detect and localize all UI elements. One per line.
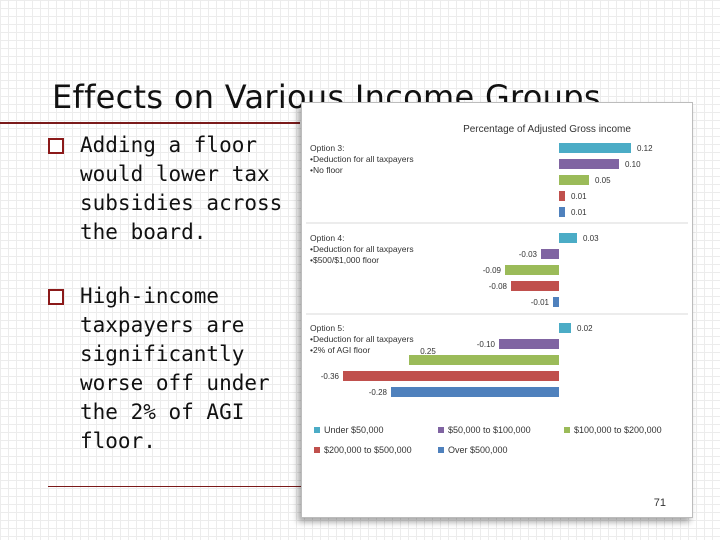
bar-3-1 [559,323,571,333]
legend-label-4: $200,000 to $500,000 [324,445,412,455]
legend-swatch-1 [314,427,320,433]
data-label: -0.08 [489,282,508,291]
group-label-line: •Deduction for all taxpayers [310,244,414,254]
bar-3-5 [391,387,559,397]
bar-1-1 [559,143,631,153]
legend-swatch-2 [438,427,444,433]
bar-3-4 [343,371,559,381]
bar-2-3 [505,265,559,275]
page-number: 71 [653,497,666,509]
data-label: -0.03 [519,250,538,259]
footer-rule [48,486,308,487]
group-label-line: •Deduction for all taxpayers [310,154,414,164]
bar-2-5 [553,297,559,307]
data-label: -0.09 [483,266,502,275]
bar-1-2 [559,159,619,169]
data-label: 0.05 [595,176,611,185]
data-label: 0.01 [571,208,587,217]
group-label-line: Option 4: [310,233,345,243]
bullet-text-1: Adding a floor would lower tax subsidies… [80,133,283,244]
legend-swatch-3 [564,427,570,433]
bar-2-1 [559,233,577,243]
legend-swatch-4 [314,447,320,453]
data-label: 0.25 [420,347,436,356]
data-label: -0.10 [477,340,496,349]
data-label: -0.01 [531,298,550,307]
data-label: 0.02 [577,324,593,333]
checkbox-bullet-icon [48,138,64,154]
bar-chart: Percentage of Adjusted Gross income Optio… [306,124,688,455]
group-label-line: •Deduction for all taxpayers [310,334,414,344]
bar-1-4 [559,191,565,201]
data-label: 0.03 [583,234,599,243]
bar-3-3 [409,355,559,365]
group-label-line: •No floor [310,165,343,175]
bar-1-5 [559,207,565,217]
legend-label-5: Over $500,000 [448,445,508,455]
data-label: -0.28 [369,388,388,397]
group-label-line: Option 5: [310,323,345,333]
checkbox-bullet-icon [48,289,64,305]
data-label: 0.12 [637,144,653,153]
data-label: 0.01 [571,192,587,201]
data-label: 0.10 [625,160,641,169]
data-label: -0.36 [321,372,340,381]
bar-3-2 [499,339,559,349]
chart-title: Percentage of Adjusted Gross income [463,124,631,135]
bar-2-4 [511,281,559,291]
title-underline [0,122,300,124]
legend-swatch-5 [438,447,444,453]
group-label-line: •$500/$1,000 floor [310,255,379,265]
group-label-line: Option 3: [310,143,345,153]
bar-2-2 [541,249,559,259]
bullet-text-2: High-income taxpayers are significantly … [80,284,270,453]
bar-1-3 [559,175,589,185]
chart-panel: Percentage of Adjusted Gross income Optio… [301,102,693,518]
legend-label-3: $100,000 to $200,000 [574,425,662,435]
group-label-line: •2% of AGI floor [310,345,370,355]
legend-label-2: $50,000 to $100,000 [448,425,531,435]
legend-label-1: Under $50,000 [324,425,384,435]
